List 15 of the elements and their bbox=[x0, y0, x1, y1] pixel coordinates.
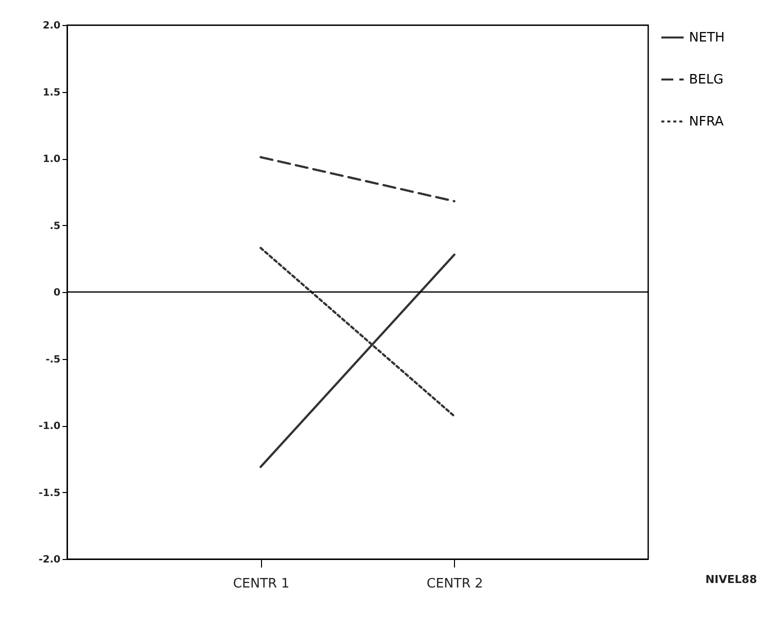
y-tick-label: -1.0 bbox=[38, 421, 61, 432]
text: NIVEL88 bbox=[705, 573, 757, 586]
x-tick-label: CENTR 1 bbox=[232, 576, 290, 592]
y-tick-label: 2.0 bbox=[42, 20, 61, 32]
y-tick-label: -2.0 bbox=[38, 554, 61, 566]
y-tick-label: 0 bbox=[54, 288, 61, 298]
x-tick-label: CENTR 2 bbox=[426, 576, 484, 592]
legend-label: NFRA bbox=[689, 114, 724, 130]
y-tick-label: -1.5 bbox=[38, 488, 61, 499]
y-tick-label: 1.0 bbox=[42, 154, 61, 165]
legend-label: NETH bbox=[689, 30, 725, 46]
y-tick-label: 1.5 bbox=[42, 87, 61, 98]
y-tick-label: -.5 bbox=[46, 354, 61, 366]
y-tick-label: .5 bbox=[50, 220, 61, 232]
legend-label: BELG bbox=[689, 72, 724, 88]
